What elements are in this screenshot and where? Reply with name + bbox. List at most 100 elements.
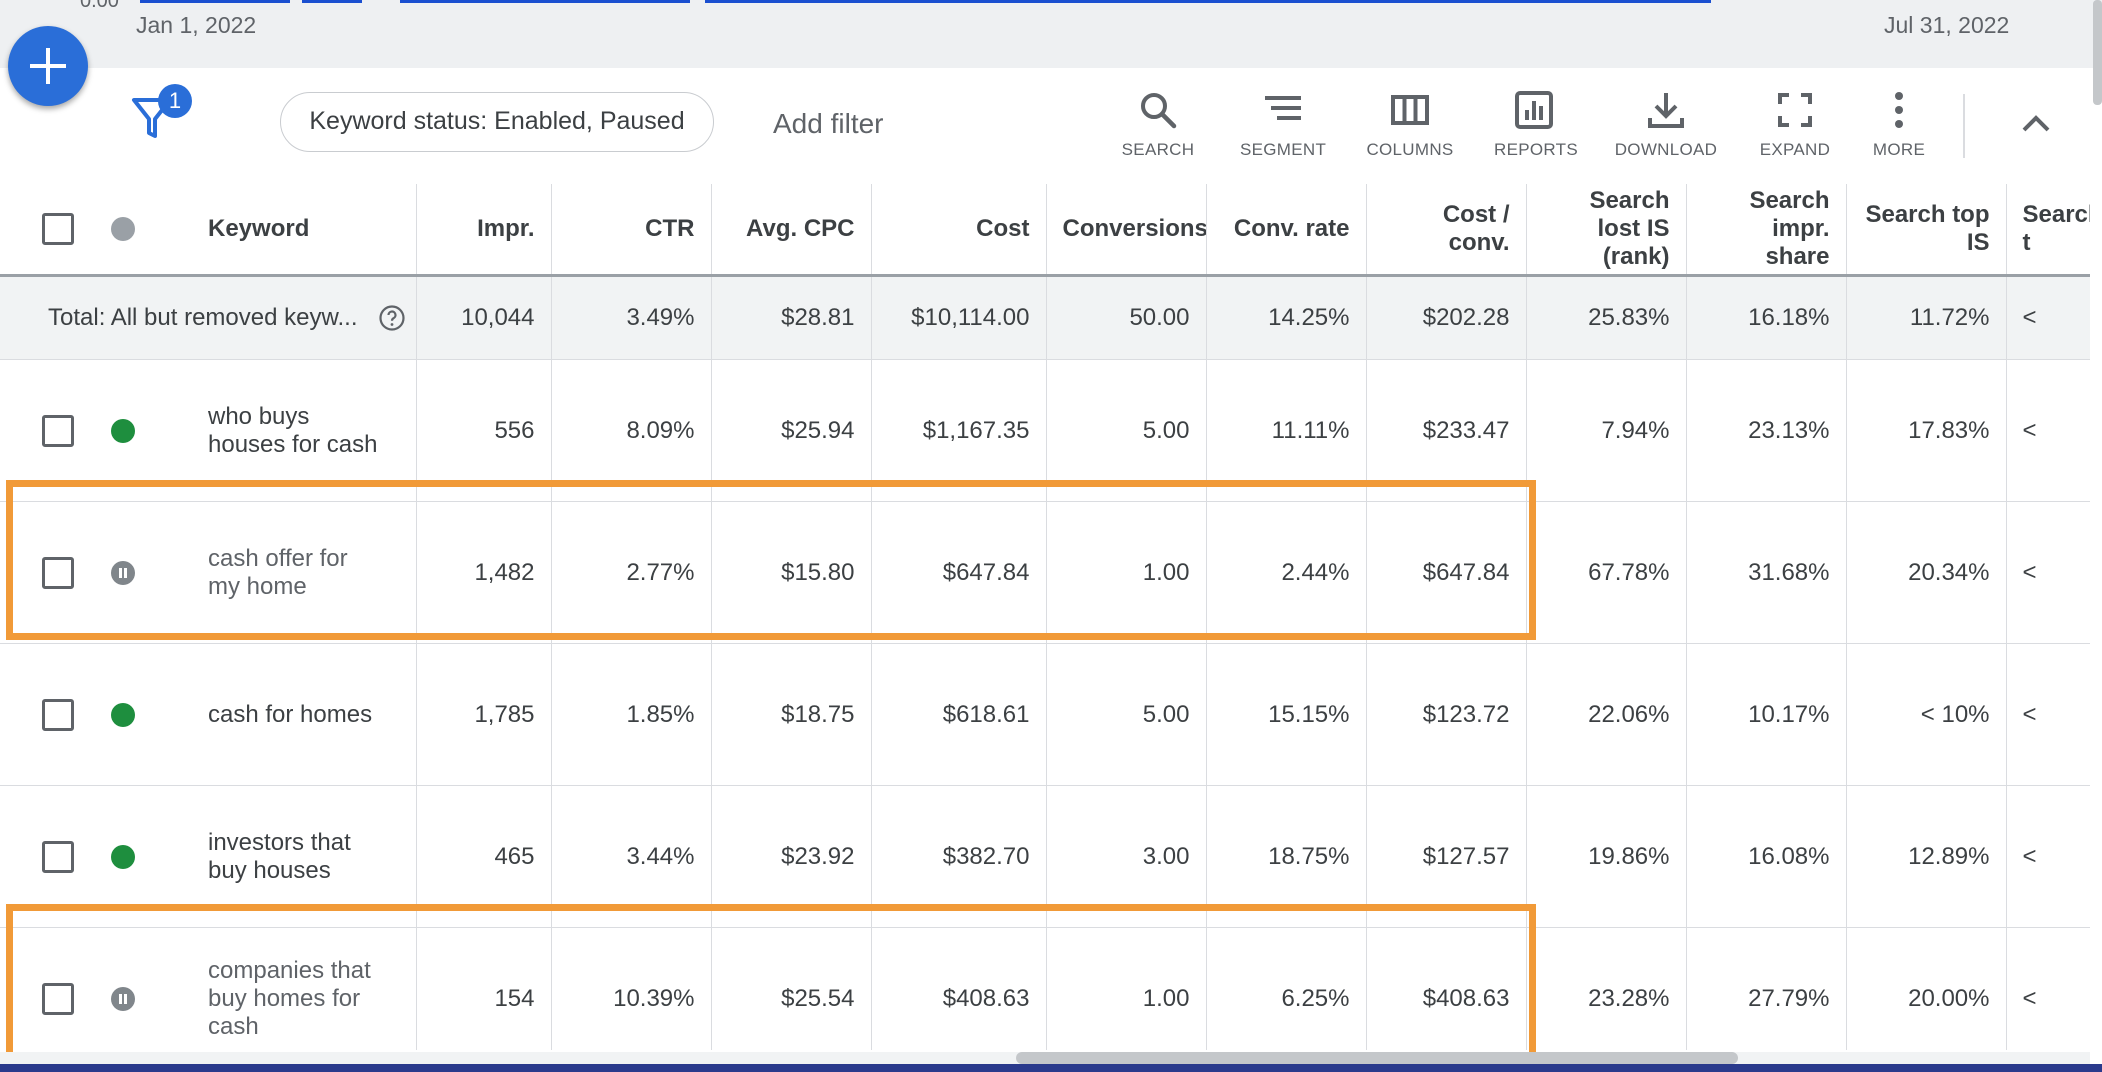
cell-ctr: 8.09% [550, 359, 711, 502]
total-cost-per-conv: $202.28 [1365, 275, 1526, 360]
status-header-icon [111, 217, 135, 241]
keyword-text[interactable]: investors that buy houses [208, 828, 351, 884]
total-conv-rate: 14.25% [1205, 275, 1366, 360]
cell-impr: 1,482 [415, 501, 551, 644]
expand-button[interactable]: EXPAND [1758, 90, 1832, 160]
cell-search-lost-is: 67.78% [1525, 501, 1686, 644]
download-button[interactable]: DOWNLOAD [1614, 90, 1718, 160]
total-conversions: 50.00 [1045, 275, 1206, 360]
reports-button[interactable]: REPORTS [1494, 90, 1578, 160]
paused-status-icon[interactable] [111, 560, 135, 585]
keywords-table: Keyword Impr. CTR Avg. CPC Cost Conversi… [0, 184, 2090, 1050]
column-header-search-t-clipped[interactable]: Search t [2005, 184, 2090, 277]
cell-search-top-is: 20.00% [1845, 927, 2006, 1050]
paused-status-icon[interactable] [111, 986, 135, 1011]
vertical-scrollbar-thumb[interactable] [2093, 0, 2102, 105]
column-header-keyword[interactable]: Keyword [0, 184, 416, 277]
table-row[interactable]: cash for homes 1,785 1.85% $18.75 $618.6… [0, 643, 2090, 786]
cell-clipped: < [2005, 927, 2090, 1050]
cell-search-top-is: < 10% [1845, 643, 2006, 786]
cell-conversions: 5.00 [1045, 359, 1206, 502]
column-header-ctr[interactable]: CTR [550, 184, 711, 277]
filter-count-badge: 1 [158, 84, 192, 118]
segment-button[interactable]: SEGMENT [1240, 90, 1326, 160]
collapse-chevron-up-icon[interactable] [2016, 104, 2056, 144]
total-row: Total: All but removed keyw... 10,044 3.… [0, 275, 2090, 360]
cell-conv-rate: 11.11% [1205, 359, 1366, 502]
horizontal-scrollbar-thumb[interactable] [1016, 1052, 1738, 1064]
cell-search-impr-share: 27.79% [1685, 927, 1846, 1050]
table-header-row: Keyword Impr. CTR Avg. CPC Cost Conversi… [0, 184, 2090, 277]
column-header-search-top-is[interactable]: Search top IS [1845, 184, 2006, 277]
cell-avg-cpc: $25.94 [710, 359, 871, 502]
column-header-cost[interactable]: Cost [870, 184, 1046, 277]
column-header-avg-cpc[interactable]: Avg. CPC [710, 184, 871, 277]
column-header-conversions[interactable]: Conversions [1045, 184, 1206, 277]
cell-search-impr-share: 16.08% [1685, 785, 1846, 928]
keyword-cell: cash offer for my home [0, 501, 416, 644]
cell-avg-cpc: $18.75 [710, 643, 871, 786]
column-header-cost-per-conv[interactable]: Cost / conv. [1365, 184, 1526, 277]
bottom-edge-strip [0, 1064, 2102, 1072]
keyword-text[interactable]: cash for homes [208, 700, 373, 728]
cell-conv-rate: 2.44% [1205, 501, 1366, 644]
chart-series-line [400, 0, 690, 3]
total-avg-cpc: $28.81 [710, 275, 871, 360]
select-all-checkbox[interactable] [42, 213, 74, 245]
table-row[interactable]: companies that buy homes for cash 154 10… [0, 927, 2090, 1050]
enabled-status-icon[interactable] [111, 702, 135, 727]
total-search-lost-is: 25.83% [1525, 275, 1686, 360]
cell-impr: 154 [415, 927, 551, 1050]
cell-search-top-is: 17.83% [1845, 359, 2006, 502]
chart-series-line [302, 0, 362, 3]
row-checkbox[interactable] [42, 414, 74, 447]
table-row[interactable]: cash offer for my home 1,482 2.77% $15.8… [0, 501, 2090, 644]
column-header-search-lost-is-rank[interactable]: Search lost IS (rank) [1525, 184, 1686, 277]
enabled-status-icon[interactable] [111, 418, 135, 443]
chart-series-line [705, 0, 1711, 3]
add-filter-button[interactable]: Add filter [773, 108, 884, 139]
cell-ctr: 1.85% [550, 643, 711, 786]
search-button[interactable]: SEARCH [1120, 90, 1196, 160]
more-vert-icon [1895, 92, 1903, 128]
help-icon[interactable] [378, 304, 406, 332]
cell-avg-cpc: $25.54 [710, 927, 871, 1050]
cell-clipped: < [2005, 501, 2090, 644]
columns-button[interactable]: COLUMNS [1366, 90, 1454, 160]
segment-icon [1265, 96, 1301, 120]
total-impr: 10,044 [415, 275, 551, 360]
cell-cost: $647.84 [870, 501, 1046, 644]
keyword-cell: investors that buy houses [0, 785, 416, 928]
cell-avg-cpc: $23.92 [710, 785, 871, 928]
cell-cost-per-conv: $123.72 [1365, 643, 1526, 786]
table-row[interactable]: who buys houses for cash 556 8.09% $25.9… [0, 359, 2090, 502]
total-clipped: < [2005, 275, 2090, 360]
column-header-conv-rate[interactable]: Conv. rate [1205, 184, 1366, 277]
cell-conversions: 5.00 [1045, 643, 1206, 786]
cell-clipped: < [2005, 359, 2090, 502]
keyword-status-filter-chip[interactable]: Keyword status: Enabled, Paused [280, 92, 714, 152]
table-row[interactable]: investors that buy houses 465 3.44% $23.… [0, 785, 2090, 928]
total-search-impr-share: 16.18% [1685, 275, 1846, 360]
column-header-impr[interactable]: Impr. [415, 184, 551, 277]
create-button[interactable] [8, 26, 88, 106]
cell-search-lost-is: 7.94% [1525, 359, 1686, 502]
keyword-text[interactable]: who buys houses for cash [208, 402, 378, 458]
cell-cost: $408.63 [870, 927, 1046, 1050]
column-header-search-impr-share[interactable]: Search impr. share [1685, 184, 1846, 277]
cell-search-impr-share: 31.68% [1685, 501, 1846, 644]
row-checkbox[interactable] [42, 840, 74, 873]
cell-conversions: 1.00 [1045, 927, 1206, 1050]
cell-cost-per-conv: $647.84 [1365, 501, 1526, 644]
cell-search-impr-share: 23.13% [1685, 359, 1846, 502]
enabled-status-icon[interactable] [111, 844, 135, 869]
keyword-text[interactable]: companies that buy homes for cash [208, 956, 371, 1040]
more-button[interactable]: MORE [1872, 90, 1926, 160]
row-checkbox[interactable] [42, 982, 74, 1015]
cell-cost-per-conv: $408.63 [1365, 927, 1526, 1050]
toolbar-divider [1963, 94, 1965, 158]
cell-cost: $618.61 [870, 643, 1046, 786]
row-checkbox[interactable] [42, 556, 74, 589]
keyword-text[interactable]: cash offer for my home [208, 544, 348, 600]
row-checkbox[interactable] [42, 698, 74, 731]
